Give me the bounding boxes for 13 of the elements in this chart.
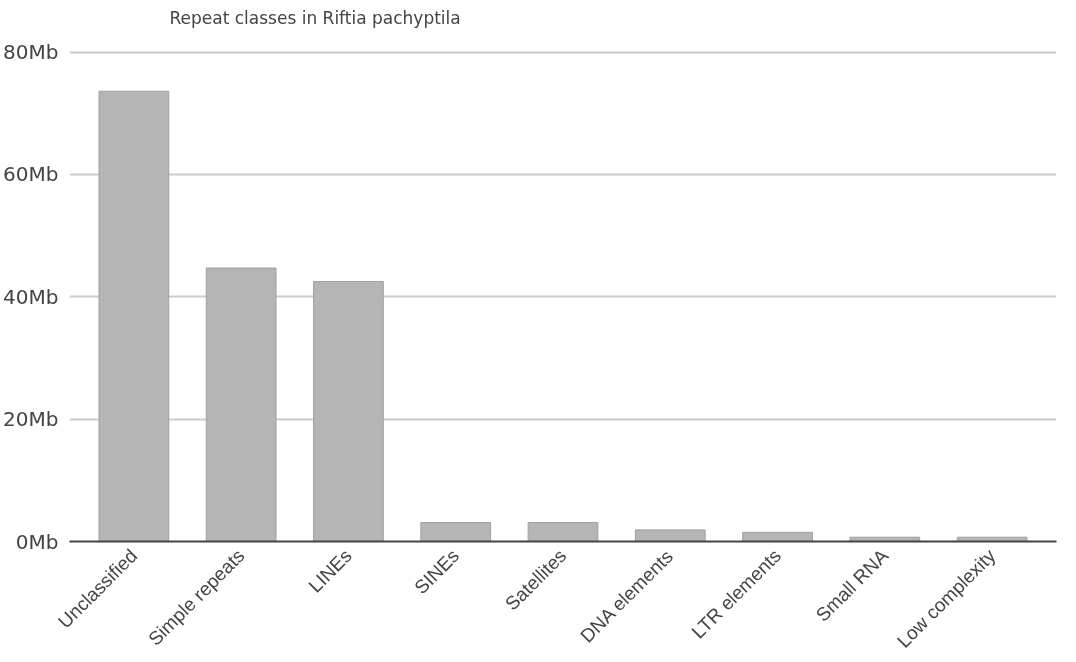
bar (313, 280, 384, 542)
y-tick-label: 80Mb (3, 40, 59, 65)
bar (98, 90, 170, 542)
y-tick-label: 40Mb (3, 284, 59, 309)
bar (420, 522, 492, 542)
chart-title: Repeat classes in Riftia pachyptila (169, 7, 461, 28)
bar (205, 267, 277, 542)
bar (634, 529, 706, 542)
y-tick-label: 0Mb (15, 529, 59, 554)
bar (527, 522, 599, 542)
y-tick-label: 60Mb (3, 162, 59, 187)
bar (742, 531, 813, 542)
y-tick-label: 20Mb (3, 407, 59, 432)
